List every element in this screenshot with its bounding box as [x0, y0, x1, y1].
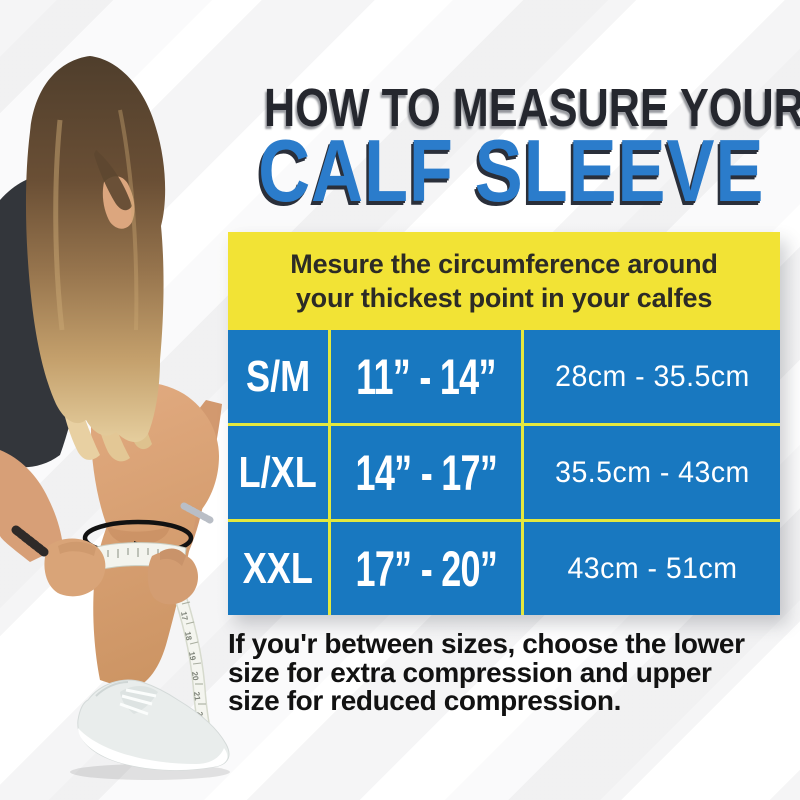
- bracelet-dark: [11, 525, 49, 557]
- bracelet-silver: [180, 502, 214, 524]
- page-title-line2: CALF SLEEVE: [258, 121, 765, 220]
- cm-range: 28cm - 35.5cm: [554, 359, 750, 393]
- sizing-note-line2: size for extra compression and upper: [228, 656, 712, 688]
- size-chart: Mesure the circumference around your thi…: [228, 232, 780, 615]
- tape-number: 21: [192, 691, 202, 701]
- sizing-note: If you'r between sizes, choose the lower…: [228, 628, 788, 716]
- cm-range: 35.5cm - 43cm: [554, 455, 750, 489]
- inches-range: 17” - 20”: [355, 540, 497, 597]
- page-title-line1: HOW TO MEASURE YOUR: [264, 78, 800, 138]
- size-label: L/XL: [238, 447, 318, 497]
- tape-number: 17: [179, 611, 190, 622]
- cm-cell-xxl: 43cm - 51cm: [524, 522, 780, 615]
- size-cell-sm: S/M: [228, 330, 328, 423]
- inches-cell-lxl: 14” - 17”: [331, 426, 521, 519]
- size-label: XXL: [242, 543, 314, 593]
- size-cell-lxl: L/XL: [228, 426, 328, 519]
- woman-sneaker: [70, 679, 230, 780]
- shoe-laces: [119, 688, 157, 716]
- sizing-note-line1: If you'r between sizes, choose the lower: [228, 628, 745, 659]
- tape-number: 19: [187, 651, 198, 662]
- inches-range: 11” - 14”: [356, 348, 496, 405]
- inches-cell-sm: 11” - 14”: [331, 330, 521, 423]
- inches-cell-xxl: 17” - 20”: [331, 522, 521, 615]
- size-chart-header: Mesure the circumference around your thi…: [228, 232, 780, 330]
- tape-number: 18: [183, 631, 194, 642]
- size-chart-grid: S/M 11” - 14” 28cm - 35.5cm L/XL 14” - 1…: [228, 330, 780, 615]
- woman-hair: [25, 56, 166, 443]
- tape-number: 20: [190, 671, 200, 682]
- cm-cell-lxl: 35.5cm - 43cm: [524, 426, 780, 519]
- size-chart-header-line2: your thickest point in your calfes: [295, 283, 713, 313]
- woman-hands: [11, 502, 214, 605]
- sizing-note-line3: size for reduced compression.: [228, 685, 621, 716]
- size-cell-xxl: XXL: [228, 522, 328, 615]
- photo-woman-measuring-calf: 17 18 19 20 21 22 23 24: [0, 56, 230, 780]
- size-chart-header-line1: Mesure the circumference around: [290, 249, 718, 279]
- cm-range: 43cm - 51cm: [567, 551, 737, 585]
- inches-range: 14” - 17”: [355, 444, 497, 501]
- cm-cell-sm: 28cm - 35.5cm: [524, 330, 780, 423]
- size-label: S/M: [245, 351, 311, 401]
